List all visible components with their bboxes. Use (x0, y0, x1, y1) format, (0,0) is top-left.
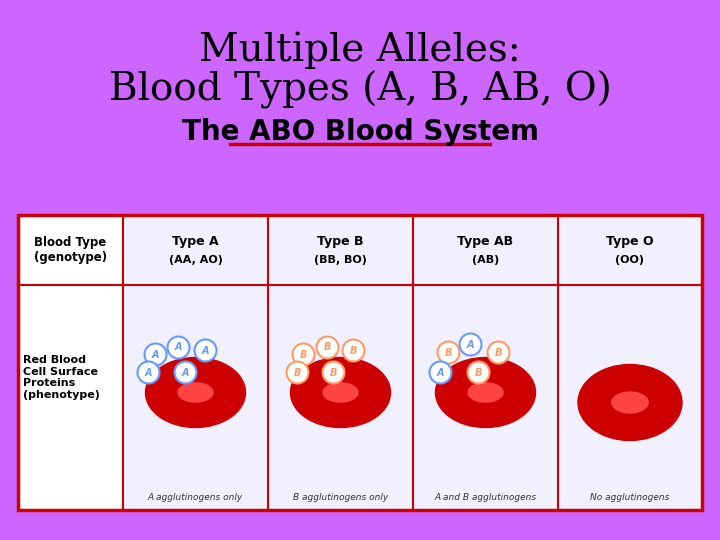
Circle shape (343, 340, 364, 361)
Circle shape (194, 340, 217, 361)
Circle shape (323, 361, 344, 383)
Text: Blood Type
(genotype): Blood Type (genotype) (34, 236, 107, 264)
Text: (AB): (AB) (472, 255, 499, 265)
Text: Type AB: Type AB (457, 235, 513, 248)
Text: (AA, AO): (AA, AO) (168, 255, 222, 265)
Text: Type B: Type B (318, 235, 364, 248)
FancyBboxPatch shape (123, 215, 268, 510)
Text: A: A (145, 368, 152, 377)
Text: The ABO Blood System: The ABO Blood System (181, 118, 539, 146)
Text: B: B (324, 342, 331, 353)
Text: A: A (467, 340, 474, 349)
Text: B: B (294, 368, 301, 377)
Text: A: A (202, 346, 210, 355)
Text: A and B agglutinogens: A and B agglutinogens (434, 494, 536, 503)
Text: Blood Types (A, B, AB, O): Blood Types (A, B, AB, O) (109, 71, 611, 109)
Circle shape (438, 341, 459, 363)
Text: A: A (181, 368, 189, 377)
Ellipse shape (145, 357, 246, 428)
FancyBboxPatch shape (558, 215, 702, 510)
Text: Red Blood
Cell Surface
Proteins
(phenotype): Red Blood Cell Surface Proteins (phenoty… (23, 355, 100, 400)
Text: No agglutinogens: No agglutinogens (590, 494, 670, 503)
Text: B: B (495, 348, 502, 357)
Circle shape (487, 341, 510, 363)
Text: Type A: Type A (172, 235, 219, 248)
Text: A: A (152, 349, 159, 360)
Circle shape (430, 361, 451, 383)
Text: B: B (300, 349, 307, 360)
Text: (BB, BO): (BB, BO) (314, 255, 367, 265)
Circle shape (459, 334, 482, 355)
FancyBboxPatch shape (18, 215, 702, 510)
Text: B: B (330, 368, 337, 377)
Circle shape (317, 336, 338, 359)
Circle shape (145, 343, 166, 366)
Circle shape (292, 343, 315, 366)
FancyBboxPatch shape (268, 215, 413, 510)
Ellipse shape (468, 383, 503, 402)
Ellipse shape (578, 364, 682, 441)
Circle shape (174, 361, 197, 383)
Text: A agglutinogens only: A agglutinogens only (148, 494, 243, 503)
Text: B agglutinogens only: B agglutinogens only (293, 494, 388, 503)
Text: (OO): (OO) (616, 255, 644, 265)
FancyBboxPatch shape (413, 215, 558, 510)
Text: B: B (474, 368, 482, 377)
Bar (18, 215, 702, 510)
Ellipse shape (436, 357, 536, 428)
Ellipse shape (323, 383, 358, 402)
Ellipse shape (290, 357, 390, 428)
Circle shape (168, 336, 189, 359)
Circle shape (467, 361, 490, 383)
Text: A: A (175, 342, 182, 353)
Ellipse shape (178, 383, 213, 402)
Text: Type O: Type O (606, 235, 654, 248)
Text: A: A (437, 368, 444, 377)
Text: B: B (445, 348, 452, 357)
Text: Multiple Alleles:: Multiple Alleles: (199, 31, 521, 69)
Circle shape (287, 361, 308, 383)
Ellipse shape (612, 392, 648, 413)
Circle shape (138, 361, 160, 383)
Text: B: B (350, 346, 357, 355)
